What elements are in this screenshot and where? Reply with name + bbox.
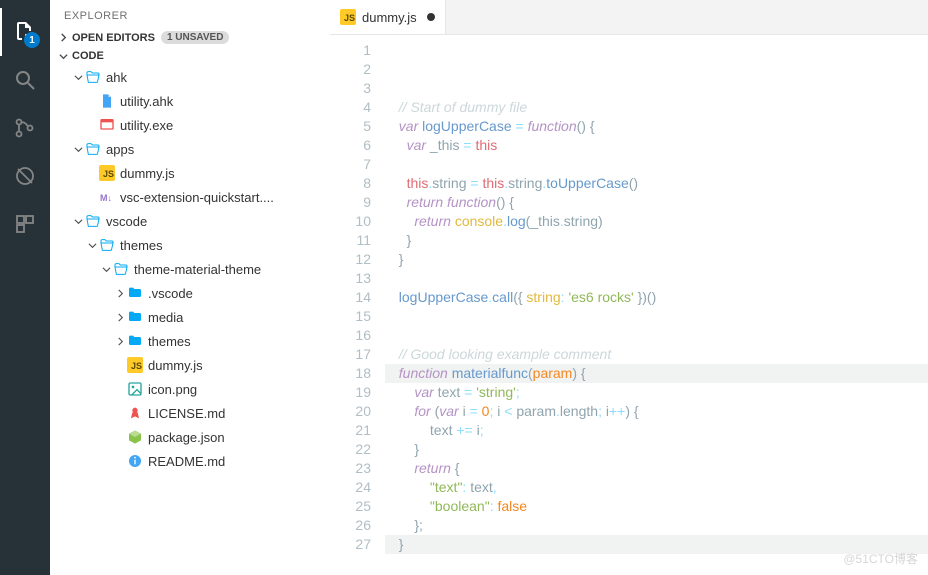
js-icon: JS [340,9,356,25]
tree-file[interactable]: M↓ vsc-extension-quickstart.... [50,185,330,209]
activity-debug[interactable] [0,152,50,200]
watermark: @51CTO博客 [843,550,918,569]
sidebar: EXPLORER OPEN EDITORS 1 UNSAVED CODE ahk… [50,0,330,575]
tree-file[interactable]: utility.ahk [50,89,330,113]
svg-text:JS: JS [131,361,142,371]
file-icon: M↓ [98,189,116,205]
activity-explorer[interactable]: 1 [0,8,50,56]
bug-icon [13,164,37,188]
sidebar-title: EXPLORER [50,0,330,28]
tree-file[interactable]: JS dummy.js [50,161,330,185]
search-icon [13,68,37,92]
file-icon [126,453,144,469]
section-code[interactable]: CODE [50,47,330,65]
tree-file[interactable]: JS dummy.js [50,353,330,377]
file-icon: JS [126,357,144,373]
tree-file[interactable]: package.json [50,425,330,449]
file-icon: JS [98,165,116,181]
tree-item-label: themes [148,334,191,349]
tree-file[interactable]: icon.png [50,377,330,401]
tree-folder[interactable]: media [50,305,330,329]
tree-item-label: dummy.js [120,166,175,181]
open-editors-label: OPEN EDITORS [72,32,155,44]
tree-folder[interactable]: theme-material-theme [50,257,330,281]
tab-bar: JS dummy.js [330,0,928,35]
activity-search[interactable] [0,56,50,104]
tree-item-label: dummy.js [148,358,203,373]
unsaved-badge: 1 UNSAVED [161,31,230,44]
tree-item-label: themes [120,238,163,253]
extensions-icon [13,212,37,236]
twisty-icon [72,145,84,154]
tree-item-label: ahk [106,70,127,85]
tree-item-label: vscode [106,214,147,229]
file-icon [84,141,102,157]
tree-folder[interactable]: ahk [50,65,330,89]
file-icon [126,309,144,325]
file-icon [126,405,144,421]
tree-file[interactable]: utility.exe [50,113,330,137]
twisty-icon [114,337,126,346]
file-icon [98,237,116,253]
tree-file[interactable]: README.md [50,449,330,473]
file-icon [98,117,116,133]
tree-item-label: icon.png [148,382,197,397]
editor: JS dummy.js 1234567891011121314151617181… [330,0,928,575]
twisty-icon [72,217,84,226]
svg-text:JS: JS [344,13,355,23]
tree-file[interactable]: LICENSE.md [50,401,330,425]
line-gutter: 1234567891011121314151617181920212223242… [330,35,385,575]
file-icon [126,285,144,301]
tree-item-label: vsc-extension-quickstart.... [120,190,274,205]
dirty-indicator [427,13,435,21]
tab-label: dummy.js [362,10,417,25]
tree-item-label: package.json [148,430,225,445]
code-content: // Start of dummy file var logUpperCase … [385,35,928,575]
twisty-icon [86,241,98,250]
twisty-icon [72,73,84,82]
tree-folder[interactable]: .vscode [50,281,330,305]
tab-dummyjs[interactable]: JS dummy.js [330,0,446,34]
file-icon [98,93,116,109]
file-icon [126,381,144,397]
tree-folder[interactable]: themes [50,233,330,257]
activity-bar: 1 [0,0,50,575]
chevron-down-icon [58,52,68,61]
file-icon [84,69,102,85]
explorer-badge: 1 [24,32,40,48]
file-icon [126,429,144,445]
tree-folder[interactable]: themes [50,329,330,353]
section-open-editors[interactable]: OPEN EDITORS 1 UNSAVED [50,28,330,47]
code-area[interactable]: 1234567891011121314151617181920212223242… [330,35,928,575]
tree-item-label: .vscode [148,286,193,301]
chevron-right-icon [58,33,68,42]
tree-item-label: utility.ahk [120,94,173,109]
tree-item-label: README.md [148,454,225,469]
activity-extensions[interactable] [0,200,50,248]
file-icon [126,333,144,349]
svg-text:JS: JS [103,169,114,179]
activity-scm[interactable] [0,104,50,152]
file-icon [84,213,102,229]
tree-item-label: LICENSE.md [148,406,225,421]
svg-text:M↓: M↓ [100,193,112,203]
file-tree: ahk utility.ahk utility.exe apps JS dummy.js M… [50,65,330,483]
tree-folder[interactable]: apps [50,137,330,161]
twisty-icon [114,313,126,322]
file-icon [112,261,130,277]
tree-folder[interactable]: vscode [50,209,330,233]
tree-item-label: media [148,310,183,325]
twisty-icon [100,265,112,274]
code-section-label: CODE [72,50,104,62]
git-icon [13,116,37,140]
tree-item-label: theme-material-theme [134,262,261,277]
twisty-icon [114,289,126,298]
tree-item-label: apps [106,142,134,157]
tree-item-label: utility.exe [120,118,173,133]
